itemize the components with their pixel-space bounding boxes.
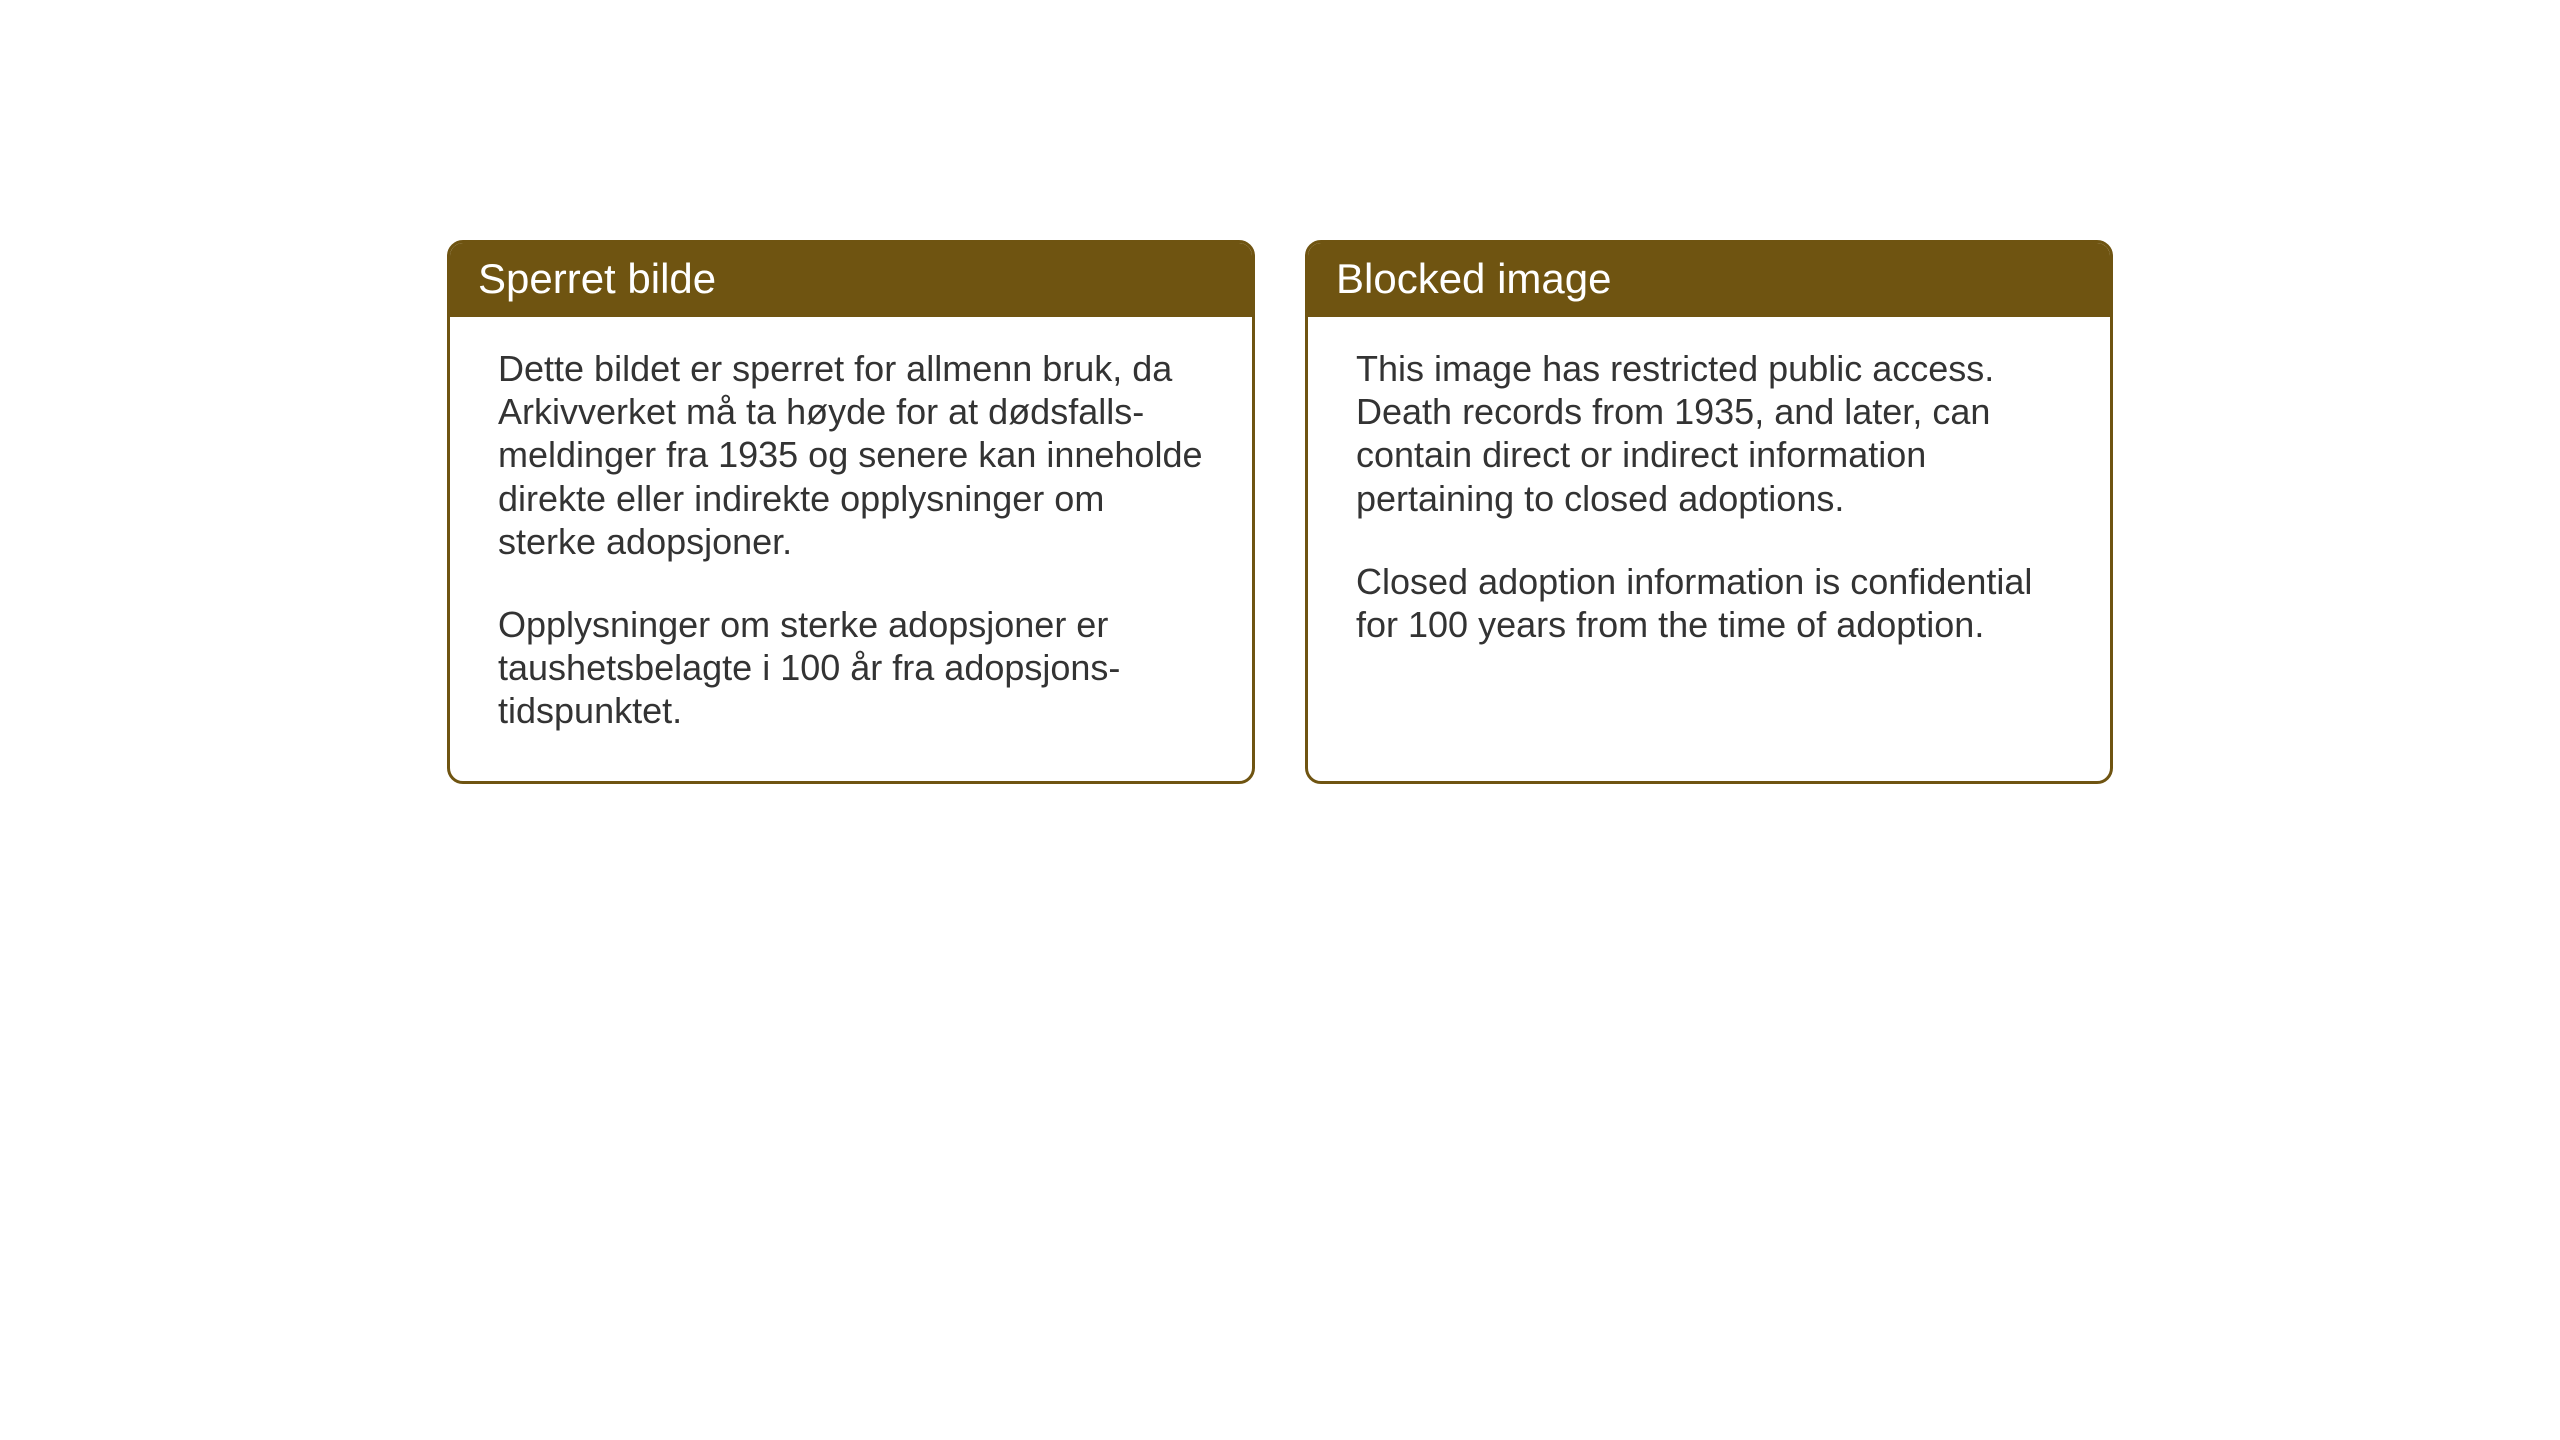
card-title: Blocked image (1336, 255, 1611, 302)
card-header-norwegian: Sperret bilde (450, 243, 1252, 317)
cards-container: Sperret bilde Dette bildet er sperret fo… (447, 240, 2113, 784)
card-norwegian: Sperret bilde Dette bildet er sperret fo… (447, 240, 1255, 784)
card-title: Sperret bilde (478, 255, 716, 302)
card-paragraph-1: Dette bildet er sperret for allmenn bruk… (498, 347, 1210, 563)
card-body-norwegian: Dette bildet er sperret for allmenn bruk… (450, 317, 1252, 781)
card-paragraph-2: Closed adoption information is confident… (1356, 560, 2068, 646)
card-english: Blocked image This image has restricted … (1305, 240, 2113, 784)
card-header-english: Blocked image (1308, 243, 2110, 317)
card-paragraph-1: This image has restricted public access.… (1356, 347, 2068, 520)
card-body-english: This image has restricted public access.… (1308, 317, 2110, 694)
card-paragraph-2: Opplysninger om sterke adopsjoner er tau… (498, 603, 1210, 733)
